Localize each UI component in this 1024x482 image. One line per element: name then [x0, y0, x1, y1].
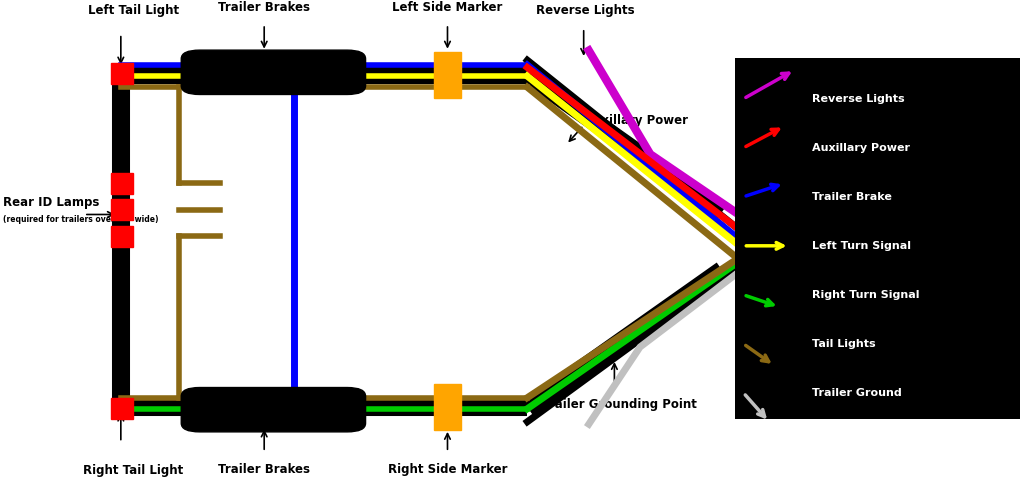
Bar — [111, 199, 133, 220]
Text: Left Turn Signal: Left Turn Signal — [812, 241, 911, 251]
Text: Trailer Brakes: Trailer Brakes — [218, 463, 310, 476]
Bar — [111, 226, 133, 247]
Text: Reverse Lights: Reverse Lights — [812, 94, 904, 104]
Text: Tail Lights: Tail Lights — [812, 339, 876, 349]
Text: Rear ID Lamps: Rear ID Lamps — [3, 196, 99, 209]
Text: Trailer Grounding Point: Trailer Grounding Point — [542, 398, 697, 411]
Text: Left Tail Light: Left Tail Light — [88, 4, 178, 17]
FancyBboxPatch shape — [181, 388, 366, 432]
Text: Auxillary Power: Auxillary Power — [812, 143, 910, 153]
Text: Right Turn Signal: Right Turn Signal — [812, 290, 920, 300]
Text: Trailer Brake: Trailer Brake — [812, 192, 892, 202]
Bar — [111, 398, 133, 419]
Bar — [111, 63, 133, 84]
Text: Right Side Marker: Right Side Marker — [388, 463, 507, 476]
Text: Trailer Brakes: Trailer Brakes — [218, 1, 310, 14]
Bar — [735, 58, 1020, 419]
Text: Left Side Marker: Left Side Marker — [392, 1, 503, 14]
Bar — [434, 52, 461, 98]
Text: Trailer Ground: Trailer Ground — [812, 388, 902, 398]
Text: (required for trailers over 80" wide): (required for trailers over 80" wide) — [3, 215, 159, 224]
FancyBboxPatch shape — [181, 50, 366, 94]
Text: Reverse Lights: Reverse Lights — [537, 4, 635, 17]
Bar — [434, 384, 461, 430]
Text: Auxillary Power: Auxillary Power — [584, 114, 688, 127]
Text: Right Tail Light: Right Tail Light — [83, 464, 183, 477]
Bar — [111, 173, 133, 194]
